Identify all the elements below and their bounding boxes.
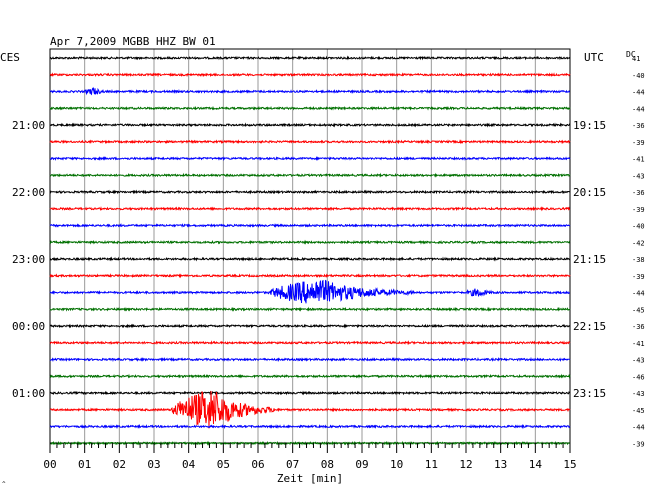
x-tick-label: 06 — [251, 458, 264, 471]
trace-4 — [49, 122, 571, 128]
dc-offset-label: -43 — [632, 390, 645, 398]
dc-offset-label: -36 — [632, 122, 645, 130]
trace-19 — [49, 373, 571, 379]
dc-offset-label: -38 — [632, 256, 645, 264]
x-tick-label: 11 — [425, 458, 438, 471]
x-tick-label: 03 — [147, 458, 160, 471]
right-time-label: 23:15 — [573, 387, 606, 400]
left-time-label: 01:00 — [12, 387, 45, 400]
time-labels: 21:00 22:00 23:00 00:00 01:00 19:15 20:15 21:15… — [12, 119, 606, 400]
dc-offset-label: -36 — [632, 189, 645, 197]
x-tick-label: 02 — [113, 458, 126, 471]
dc-offset-label: 41 — [632, 55, 640, 63]
right-time-label: 22:15 — [573, 320, 606, 333]
trace-0 — [49, 55, 571, 61]
trace-7 — [49, 172, 571, 178]
trace-21 — [49, 390, 571, 429]
trace-10 — [49, 223, 571, 228]
x-tick-label: 00 — [43, 458, 56, 471]
trace-13 — [49, 273, 571, 279]
dc-offset-labels: 41 -40 -44 -44 -36 -39 -41 -43 -36 -39 -40 -42 -38 -3… — [632, 55, 645, 448]
corner-mark: ^ — [2, 481, 6, 488]
right-time-label: 21:15 — [573, 253, 606, 266]
trace-17 — [49, 340, 571, 346]
left-timezone-label: CES — [0, 51, 20, 64]
dc-offset-label: -40 — [632, 72, 645, 80]
dc-offset-label: -44 — [632, 89, 645, 97]
trace-6 — [49, 155, 571, 162]
dc-offset-label: -42 — [632, 239, 645, 247]
trace-1 — [49, 72, 571, 78]
x-tick-label: 09 — [355, 458, 368, 471]
dc-offset-label: -44 — [632, 105, 645, 113]
dc-offset-label: -41 — [632, 156, 645, 164]
dc-offset-label: -43 — [632, 172, 645, 180]
left-time-label: 22:00 — [12, 186, 45, 199]
dc-offset-label: -44 — [632, 290, 645, 298]
x-tick-label: 05 — [217, 458, 230, 471]
x-tick-label: 04 — [182, 458, 196, 471]
dc-offset-label: -39 — [632, 273, 645, 281]
dc-offset-label: -46 — [632, 373, 645, 381]
x-axis: 00 01 02 03 04 05 06 07 08 09 10 11 12 13 14 15 — [43, 443, 577, 471]
dc-offset-label: -41 — [632, 340, 645, 348]
trace-15 — [49, 306, 571, 312]
seismic-traces — [49, 55, 571, 446]
x-tick-label: 13 — [494, 458, 507, 471]
trace-14 — [49, 279, 571, 304]
x-axis-label: Zeit [min] — [277, 472, 343, 485]
trace-18 — [49, 356, 571, 363]
trace-22 — [49, 423, 571, 430]
dc-offset-label: -36 — [632, 323, 645, 331]
dc-offset-label: -39 — [632, 139, 645, 147]
right-timezone-label: UTC — [584, 51, 604, 64]
trace-5 — [49, 139, 571, 145]
x-tick-label: 08 — [321, 458, 334, 471]
x-tick-label: 10 — [390, 458, 403, 471]
x-tick-label: 01 — [78, 458, 91, 471]
x-tick-label: 14 — [529, 458, 543, 471]
dc-offset-label: -43 — [632, 357, 645, 365]
trace-2 — [49, 86, 570, 96]
trace-16 — [49, 323, 571, 329]
chart-title: Apr 7,2009 MGBB HHZ BW 01 — [50, 35, 216, 48]
trace-12 — [49, 256, 571, 262]
dc-offset-label: -40 — [632, 223, 645, 231]
dc-offset-label: -45 — [632, 407, 645, 415]
trace-23 — [49, 440, 571, 446]
dc-offset-label: -44 — [632, 424, 645, 432]
left-time-label: 00:00 — [12, 320, 45, 333]
left-time-label: 23:00 — [12, 253, 45, 266]
right-time-label: 19:15 — [573, 119, 606, 132]
trace-11 — [49, 239, 571, 245]
dc-offset-label: -39 — [632, 206, 645, 214]
trace-3 — [49, 105, 571, 111]
dc-offset-label: -45 — [632, 306, 645, 314]
x-tick-label: 07 — [286, 458, 299, 471]
dc-label: DC — [626, 50, 636, 59]
x-tick-label: 12 — [459, 458, 472, 471]
right-time-label: 20:15 — [573, 186, 606, 199]
left-time-label: 21:00 — [12, 119, 45, 132]
trace-8 — [49, 189, 571, 195]
x-tick-label: 15 — [563, 458, 576, 471]
trace-9 — [49, 206, 571, 212]
trace-20 — [49, 390, 571, 396]
dc-offset-label: -39 — [632, 440, 645, 448]
